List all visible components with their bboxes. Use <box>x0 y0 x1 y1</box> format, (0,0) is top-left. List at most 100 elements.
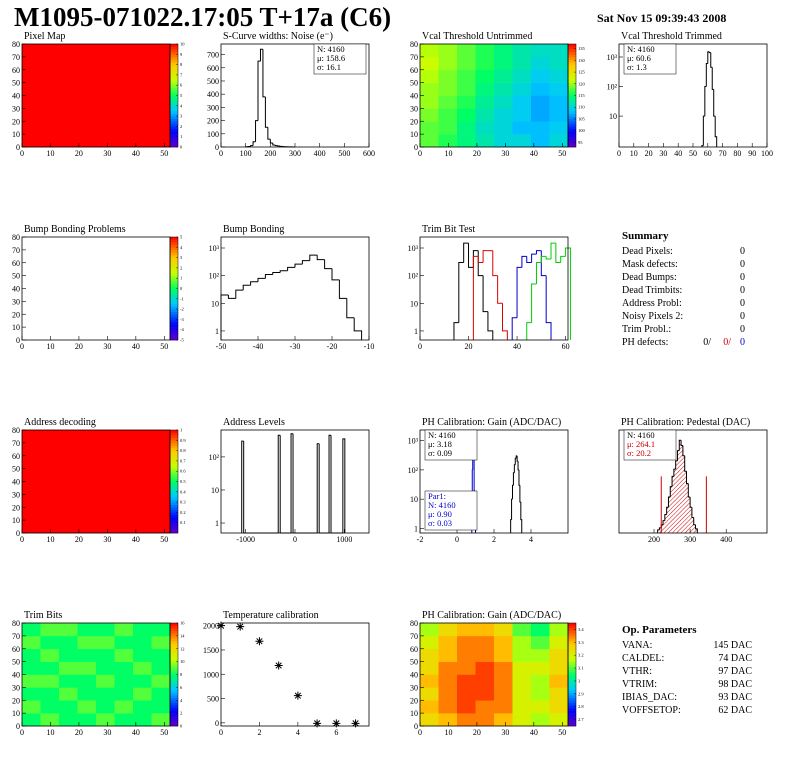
panel-title: PH Calibration: Gain (ADC/DAC) <box>422 417 561 428</box>
heat-cell <box>438 674 458 688</box>
colorbar-segment <box>568 720 576 724</box>
histogram-bin <box>353 317 363 340</box>
colorbar-segment <box>170 522 178 526</box>
heat-cell <box>151 713 171 727</box>
colorbar-segment <box>170 90 178 94</box>
op-value: 93 DAC <box>718 692 752 703</box>
y-tick-label: 10 <box>410 299 418 308</box>
heat-cell <box>77 661 97 675</box>
x-tick-label: 20 <box>465 342 473 351</box>
histogram-fill <box>657 529 660 533</box>
colorbar-tick-label: 1 <box>180 134 182 139</box>
x-tick-label: 40 <box>513 342 521 351</box>
colorbar-tick-label: 130 <box>578 58 586 63</box>
colorbar-tick-label: 0.2 <box>180 510 186 515</box>
colorbar-tick-label: 12 <box>180 646 185 651</box>
colorbar-tick-label: 0 <box>180 286 183 291</box>
heat-cell <box>494 661 513 675</box>
plot-frame <box>220 622 370 727</box>
colorbar-tick-label: 8 <box>180 672 183 677</box>
colorbar-segment <box>170 144 178 148</box>
colorbar-segment <box>170 100 178 104</box>
colorbar-segment <box>568 126 576 130</box>
x-tick-label: 50 <box>160 342 168 351</box>
colorbar-segment <box>170 478 178 482</box>
plot-frame <box>419 236 569 341</box>
colorbar-segment <box>170 702 178 706</box>
heat-cell <box>549 95 569 109</box>
histogram-bin <box>324 259 332 270</box>
x-tick-label: 30 <box>103 535 111 544</box>
heat-cell <box>22 700 41 714</box>
y-tick-label: 10 <box>410 495 418 504</box>
page-date: Sat Nov 15 09:39:43 2008 <box>597 11 726 25</box>
heat-cell <box>531 44 550 58</box>
heat-cell <box>22 661 41 675</box>
heat-cell <box>114 687 134 701</box>
panel-title: Pixel Map <box>24 31 65 42</box>
heat-cell <box>40 713 60 727</box>
heat-cell <box>549 82 569 96</box>
op-name: VANA: <box>622 640 652 651</box>
histogram-bin <box>316 443 320 533</box>
summary-label: Noisy Pixels 2: <box>622 311 683 322</box>
histogram-bin <box>294 263 303 268</box>
heat-cell <box>114 648 134 662</box>
colorbar-segment <box>170 628 178 632</box>
histogram-bin <box>279 270 288 273</box>
histogram-bin <box>269 139 273 144</box>
histogram-bin <box>535 250 542 255</box>
y-tick-label: 10³ <box>607 53 618 62</box>
colorbar-segment <box>170 321 178 325</box>
heat-cell <box>457 713 476 727</box>
histogram-fill <box>695 528 698 533</box>
colorbar-segment <box>170 705 178 709</box>
colorbar-segment <box>170 486 178 490</box>
heat-cell <box>475 661 495 675</box>
heat-cell <box>420 661 439 675</box>
scatter-marker <box>236 622 245 631</box>
colorbar-segment <box>170 525 178 529</box>
colorbar-tick-label: 95 <box>578 140 583 145</box>
heat-cell <box>457 56 476 71</box>
colorbar-segment <box>170 136 178 140</box>
y-tick-label: 500 <box>207 77 219 86</box>
x-tick-label: 30 <box>659 149 667 158</box>
heat-cell <box>438 121 458 135</box>
histogram-bin <box>220 294 229 340</box>
heat-cell <box>531 134 550 148</box>
colorbar-segment <box>568 77 576 81</box>
colorbar-segment <box>170 720 178 724</box>
x-tick-label: 10 <box>46 342 54 351</box>
x-tick-label: 4 <box>529 535 533 544</box>
colorbar-segment <box>568 674 576 678</box>
x-tick-label: 50 <box>558 728 566 737</box>
heat-cell <box>549 687 569 701</box>
heat-cell <box>96 700 115 714</box>
heat-cell <box>133 700 152 714</box>
histogram-fill <box>693 524 696 533</box>
op-parameters: Op. Parameters VANA: 145 DAC CALDEL: 74 … <box>622 624 752 716</box>
heat-cell <box>494 635 513 650</box>
colorbar-tick-label: 2.9 <box>578 691 584 696</box>
heat-cell <box>438 687 458 701</box>
stats-text: σ: 1.3 <box>627 62 647 72</box>
histogram-bin <box>714 116 718 147</box>
heat-cell <box>457 623 476 637</box>
x-tick-label: 50 <box>160 728 168 737</box>
x-tick-label: 40 <box>132 342 140 351</box>
colorbar-segment <box>568 635 576 639</box>
heat-cell <box>549 623 569 637</box>
x-tick-label: -2 <box>417 535 424 544</box>
heat-cell <box>549 674 569 688</box>
colorbar-segment <box>170 489 178 493</box>
colorbar-segment <box>170 82 178 86</box>
colorbar-segment <box>170 77 178 81</box>
y-tick-label: 500 <box>207 695 219 704</box>
heat-cell <box>59 687 78 701</box>
heat-cell <box>133 648 152 662</box>
heat-cell <box>133 635 152 650</box>
heat-cell <box>549 635 569 650</box>
colorbar-segment <box>568 651 576 655</box>
colorbar-segment <box>568 121 576 125</box>
